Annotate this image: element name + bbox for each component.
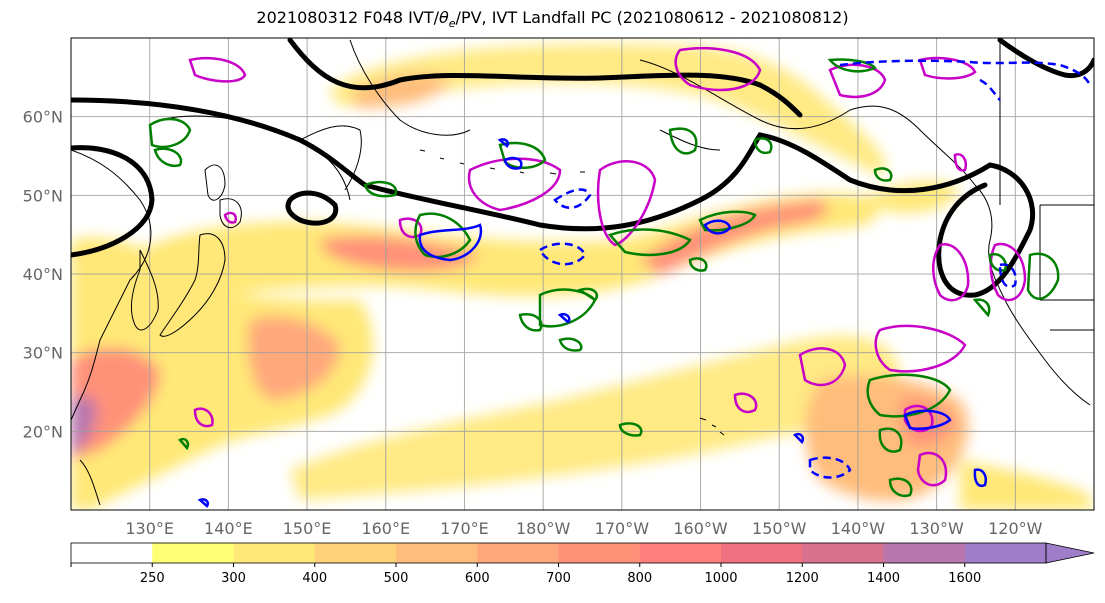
longitude-label: 170°E — [440, 519, 489, 538]
longitude-label: 180°W — [516, 519, 571, 538]
colorbar-segment — [802, 543, 884, 563]
latitude-label: 30°N — [23, 344, 63, 363]
latitude-label: 20°N — [23, 422, 63, 441]
colorbar-segment — [71, 543, 153, 563]
longitude-label: 170°W — [595, 519, 650, 538]
colorbar-tick-label: 300 — [221, 571, 246, 586]
ivt-shading — [71, 43, 1094, 510]
pv-contours-blue-dashed — [538, 59, 1092, 479]
colorbar-segment — [964, 543, 1047, 563]
colorbar-tick-label: 600 — [465, 571, 490, 586]
colorbar-tick-label: 700 — [546, 571, 571, 586]
colorbar-segment — [883, 543, 966, 563]
colorbar-segment — [233, 543, 316, 563]
longitude-label: 130°W — [909, 519, 964, 538]
longitude-label: 150°W — [752, 519, 807, 538]
latitude-labels: 60°N 50°N 40°N 30°N 20°N — [23, 108, 63, 442]
longitude-label: 130°E — [125, 519, 174, 538]
longitude-label: 140°W — [831, 519, 886, 538]
colorbar-tick-label: 250 — [140, 571, 165, 586]
colorbar-tick-label: 1600 — [948, 571, 981, 586]
colorbar-segment — [477, 543, 559, 563]
colorbar-tick-label: 500 — [384, 571, 409, 586]
colorbar-tick-label: 1200 — [786, 571, 819, 586]
colorbar-extend-arrow — [1045, 542, 1095, 564]
latitude-label: 40°N — [23, 265, 63, 284]
map-panel — [71, 38, 1094, 510]
colorbar-tick-label: 400 — [302, 571, 327, 586]
longitude-label: 120°W — [988, 519, 1043, 538]
longitude-labels: 130°E 140°E 150°E 160°E 170°E 180°W 170°W 160°W… — [125, 519, 1042, 538]
ivt-colorbar: 250 300 400 500 600 700 800 1000 1200 1400 1600 — [70, 542, 1095, 586]
pv-contours-blue — [197, 138, 987, 508]
latitude-label: 60°N — [23, 108, 63, 127]
colorbar-segment — [314, 543, 397, 563]
colorbar-segment — [152, 543, 234, 563]
colorbar-tick-label: 1400 — [867, 571, 900, 586]
colorbar-segment — [396, 543, 478, 563]
map-frame — [70, 37, 1095, 511]
longitude-label: 140°E — [204, 519, 253, 538]
latitude-label: 50°N — [23, 186, 63, 205]
colorbar-segment — [721, 543, 803, 563]
theta-e-contours — [71, 38, 1094, 298]
longitude-label: 160°E — [361, 519, 410, 538]
colorbar-tick-label: 800 — [627, 571, 652, 586]
colorbar-segment — [639, 543, 722, 563]
pv-contours-green — [148, 58, 1060, 497]
longitude-label: 160°W — [673, 519, 728, 538]
colorbar-tick-label: 1000 — [704, 571, 737, 586]
longitude-label: 150°E — [283, 519, 332, 538]
colorbar-segment — [558, 543, 641, 563]
map-title: 2021080312 F048 IVT/θe/PV, IVT Landfall … — [256, 8, 849, 31]
